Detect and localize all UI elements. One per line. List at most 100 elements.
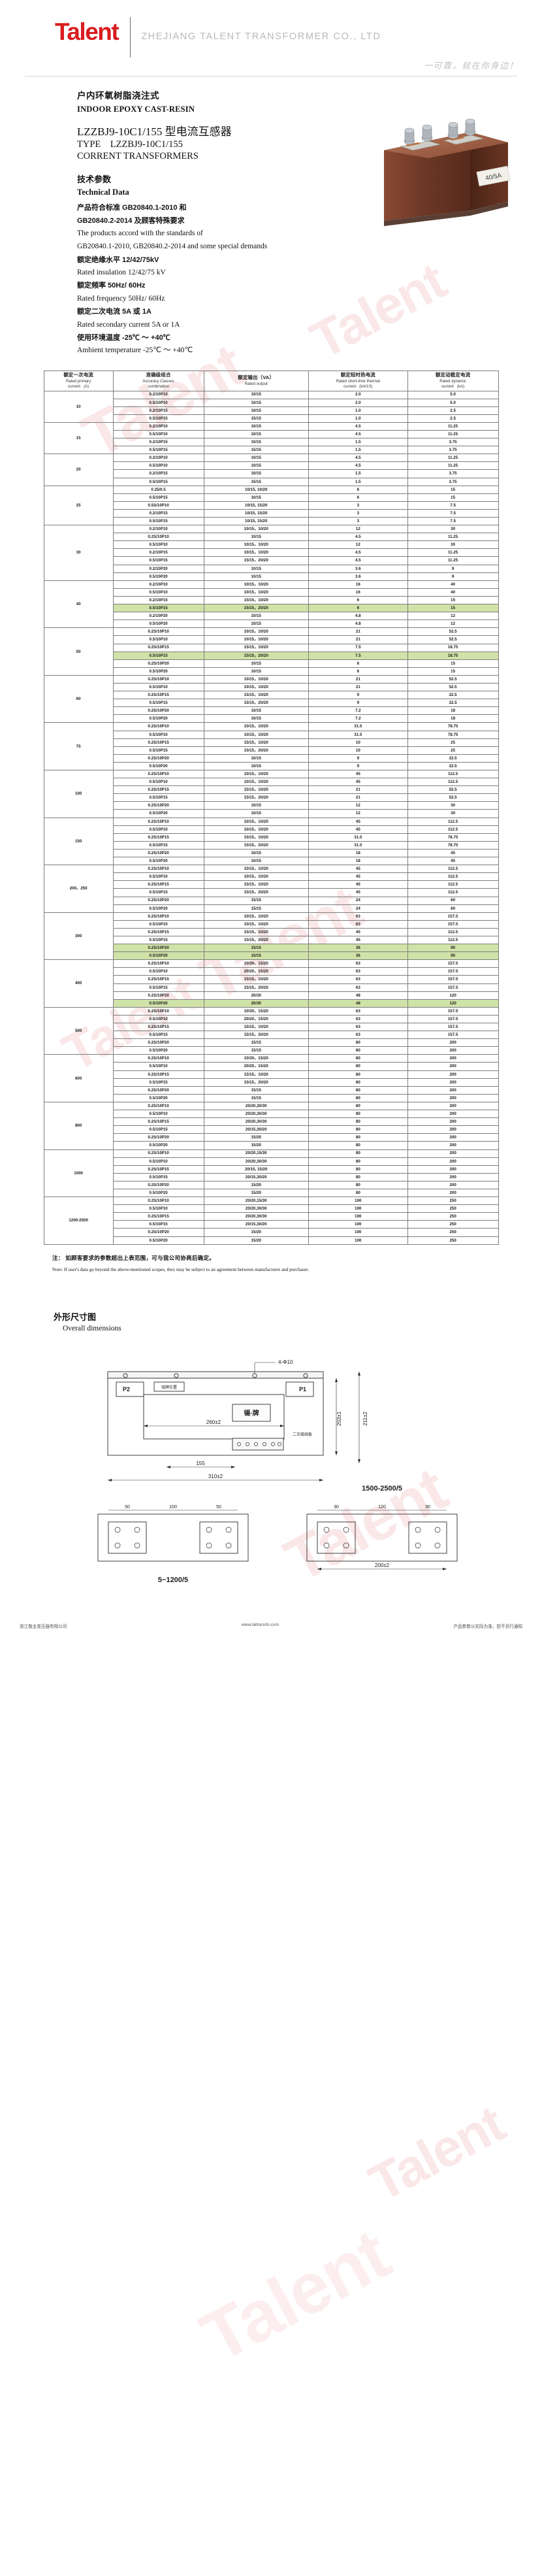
page-header: Talent ZHEJIANG TALENT TRANSFORMER CO., … xyxy=(0,0,542,76)
cell-dynamic-current: 112.5 xyxy=(407,778,499,787)
cell-thermal-current: 9 xyxy=(308,699,408,708)
cell-rated-output: 10/15, 15/20 xyxy=(203,516,309,526)
cell-accuracy-class: 0.2S/10P10 xyxy=(112,912,204,921)
cell-rated-output: 15/20 xyxy=(203,1236,309,1245)
cell-thermal-current: 31.5 xyxy=(308,722,408,731)
type-label: TYPE xyxy=(77,139,101,150)
col-header-dynamic: 额定动稳定电流 Rated dynamic current (kA) xyxy=(407,370,499,391)
cell-primary-current: 100 xyxy=(43,770,114,818)
table-row: 0.2S/10P20 10/15 18 45 xyxy=(44,848,499,858)
cell-rated-output: 15/20 xyxy=(203,1141,309,1150)
cell-primary-current: 60 xyxy=(43,674,114,723)
cell-dynamic-current: 200 xyxy=(407,1117,499,1127)
cell-dynamic-current: 40 xyxy=(407,580,499,589)
cell-thermal-current: 45 xyxy=(308,888,408,897)
table-row: 0.2S/10P20 10/15 6 15 xyxy=(44,659,499,668)
cell-rated-output: 10/15，10/20 xyxy=(203,912,309,921)
cell-thermal-current: 31.5 xyxy=(308,730,408,739)
table-row: 100 0.2S/10P10 10/15，10/20 45 112.5 xyxy=(43,769,499,818)
cell-accuracy-class: 0.2/10P20 xyxy=(112,612,204,621)
cell-rated-output: 15/20 xyxy=(203,1188,309,1198)
table-row: 400 0.2S/10P10 10/30，15/20 63 157.5 xyxy=(43,959,499,1008)
table-row: 0.5/10P15 15/15，20/20 80 200 xyxy=(44,1078,499,1087)
cell-dynamic-current: 157.5 xyxy=(407,1006,499,1016)
tech-line: Rated frequency 50Hz/ 60Hz xyxy=(77,294,165,303)
tech-line: The products accord with the standards o… xyxy=(77,229,203,237)
cell-thermal-current: 63 xyxy=(308,919,408,929)
outline-drawing-svg: P2 P1 铭牌位置 锡·牌 二次接线板 4-Φ10 xyxy=(97,1359,458,1584)
cell-accuracy-class: 0.2S/10P15 xyxy=(112,833,204,842)
cell-thermal-current: 21 xyxy=(308,682,408,692)
table-row: 0.5/10P10 10/15，10/20 45 112.5 xyxy=(44,778,499,787)
cell-dynamic-current: 60 xyxy=(407,904,499,913)
cell-accuracy-class: 0.5/10P20 xyxy=(112,667,204,676)
cell-dynamic-current: 200 xyxy=(407,1157,499,1166)
cell-primary-current: 15 xyxy=(43,421,114,455)
cell-rated-output: 10/15 xyxy=(203,753,309,763)
cell-thermal-current: 45 xyxy=(308,872,408,882)
cell-dynamic-current: 3.75 xyxy=(407,469,499,478)
header-cn: 额定一次电流 xyxy=(63,371,93,378)
cell-dynamic-current: 250 xyxy=(407,1220,499,1229)
cell-thermal-current: 4.5 xyxy=(308,548,408,557)
cell-accuracy-class: 0.5/10P15 xyxy=(112,477,204,486)
svg-text:30: 30 xyxy=(334,1505,339,1510)
footer-center[interactable]: www.taltransfo.com xyxy=(241,1622,279,1627)
cell-primary-current: 30 xyxy=(43,525,114,581)
cell-rated-output: 10/15 xyxy=(203,438,309,447)
cell-rated-output: 10/30，15/20 xyxy=(203,1006,309,1016)
logo-divider xyxy=(130,17,131,58)
cell-thermal-current: 45 xyxy=(308,769,408,779)
cell-thermal-current: 6 xyxy=(308,485,408,494)
cell-rated-output: 20/30 xyxy=(203,999,309,1008)
cell-dynamic-current: 250 xyxy=(407,1212,499,1221)
cell-thermal-current: 80 xyxy=(308,1078,408,1087)
cell-thermal-current: 7.5 xyxy=(308,643,408,652)
cell-dynamic-current: 78.75 xyxy=(407,730,499,739)
header-cn: 额定动稳定电流 xyxy=(436,371,471,378)
watermark: Talent xyxy=(360,2094,513,2213)
cell-thermal-current: 80 xyxy=(308,1062,408,1071)
cell-rated-output: 10/15 xyxy=(203,706,309,716)
cell-thermal-current: 31.5 xyxy=(308,840,408,850)
cell-accuracy-class: 0.5/10P10 xyxy=(112,825,204,834)
cell-dynamic-current: 52.5 xyxy=(407,674,499,684)
cell-thermal-current: 80 xyxy=(308,1054,408,1063)
cell-accuracy-class: 0.2S/10P10 xyxy=(112,533,204,542)
cell-rated-output: 20/30 xyxy=(203,991,309,1000)
cell-accuracy-class: 0.5/10P10 xyxy=(112,872,204,882)
cell-rated-output: 15/15，10/20 xyxy=(203,1070,309,1079)
table-row: 500 0.2S/10P10 10/30，15/20 63 157.5 xyxy=(43,1006,499,1055)
cell-dynamic-current: 7.5 xyxy=(407,516,499,526)
cell-accuracy-class: 0.5/10P20 xyxy=(112,857,204,866)
cell-thermal-current: 9 xyxy=(308,761,408,771)
cell-accuracy-class: 0.2/10P10 xyxy=(112,421,204,431)
table-header-row: 额定一次电流 Rated primary current (A) 准确级组合 Ac… xyxy=(43,370,499,391)
cell-thermal-current: 1.5 xyxy=(308,469,408,478)
table-row: 0.2/10P15 10/15 1.5 3.75 xyxy=(44,438,499,447)
cell-dynamic-current: 112.5 xyxy=(407,817,499,826)
cell-rated-output: 15/15，10/20 xyxy=(203,975,309,984)
cell-thermal-current: 6 xyxy=(308,493,408,502)
col-header-output: 额定输出（VA） Rated output xyxy=(203,370,309,391)
cell-dynamic-current: 7.5 xyxy=(407,501,499,510)
table-row: 0.2S/10P10 10/15 4.5 11.25 xyxy=(44,533,499,542)
table-row: 0.2S/10P20 10/15 7.2 18 xyxy=(44,706,499,716)
cell-rated-output: 15/15，10/20 xyxy=(203,785,309,795)
cell-accuracy-class: 0.5/10P20 xyxy=(112,619,204,629)
col-header-primary-current: 额定一次电流 Rated primary current (A) xyxy=(43,370,114,391)
cell-thermal-current: 100 xyxy=(308,1197,408,1206)
cell-thermal-current: 80 xyxy=(308,1125,408,1134)
cell-rated-output: 10/15，10/20 xyxy=(203,548,309,557)
table-row: 15 0.2/10P10 10/15 4.5 11.25 xyxy=(43,421,499,455)
cell-dynamic-current: 157.5 xyxy=(407,1014,499,1024)
cell-rated-output: 20/20,30/30 xyxy=(203,1212,309,1221)
cell-thermal-current: 48 xyxy=(308,999,408,1008)
cell-rated-output: 15/15 xyxy=(203,904,309,913)
cell-dynamic-current: 200 xyxy=(407,1133,499,1142)
cell-accuracy-class: 0.5/10P20 xyxy=(112,714,204,723)
cell-dynamic-current: 90 xyxy=(407,944,499,953)
cell-dynamic-current: 250 xyxy=(407,1236,499,1245)
table-row: 0.5/10P10 10/15，10/20 21 52.5 xyxy=(44,635,499,644)
cell-rated-output: 10/15，10/20 xyxy=(203,919,309,929)
